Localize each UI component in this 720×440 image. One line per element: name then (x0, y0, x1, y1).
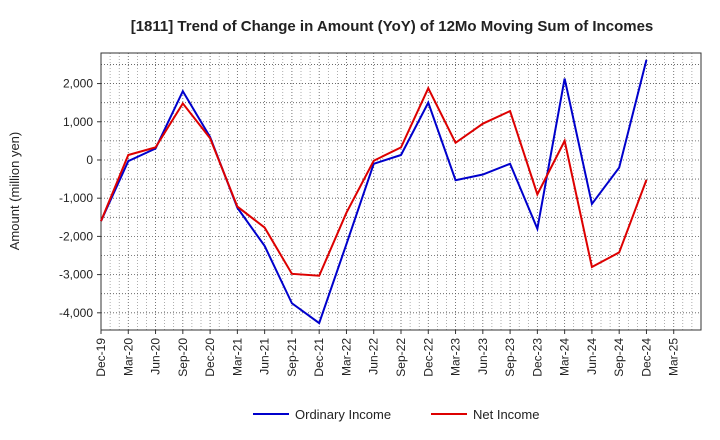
x-tick-label: Dec-21 (312, 338, 326, 377)
x-tick-label: Mar-24 (558, 338, 572, 376)
grid (101, 53, 701, 330)
x-tick-label: Dec-24 (639, 338, 653, 377)
x-tick-label: Mar-20 (121, 338, 135, 376)
x-tick-label: Jun-23 (476, 338, 490, 375)
series-line-net-income (100, 85, 648, 277)
y-tick-label: -2,000 (59, 229, 93, 243)
x-tick-label: Dec-19 (94, 338, 108, 377)
x-tick-label: Dec-22 (421, 338, 435, 377)
x-tick-label: Jun-24 (585, 338, 599, 375)
y-tick-label: -3,000 (59, 268, 93, 282)
x-tick-label: Mar-21 (230, 338, 244, 376)
y-tick-label: -4,000 (59, 306, 93, 320)
x-tick-label: Sep-22 (394, 338, 408, 377)
y-tick-label: 2,000 (63, 77, 93, 91)
x-tick-label: Mar-25 (667, 338, 681, 376)
x-tick-label: Jun-21 (258, 338, 272, 375)
y-axis-label: Amount (million yen) (7, 132, 22, 251)
x-tick-label: Dec-20 (203, 338, 217, 377)
x-tick-label: Jun-20 (149, 338, 163, 375)
legend-label: Ordinary Income (295, 407, 391, 422)
x-axis-ticks: Dec-19 Mar-20 Jun-20 Sep-20 Dec-20 Mar-21 Jun-… (94, 330, 681, 377)
x-tick-label: Mar-22 (339, 338, 353, 376)
x-tick-label: Mar-23 (449, 338, 463, 376)
x-tick-label: Sep-23 (503, 338, 517, 377)
legend-label: Net Income (473, 407, 539, 422)
x-tick-label: Sep-24 (612, 338, 626, 377)
legend: Ordinary Income Net Income (253, 407, 539, 422)
x-tick-label: Jun-22 (367, 338, 381, 375)
y-axis-ticks: 2,000 1,000 0 -1,000 -2,000 -3,000 -4,000 (59, 77, 101, 320)
y-tick-label: 0 (86, 153, 93, 167)
series-group (100, 59, 648, 325)
x-tick-label: Dec-23 (530, 338, 544, 377)
y-tick-label: -1,000 (59, 191, 93, 205)
x-tick-label: Sep-21 (285, 338, 299, 377)
x-tick-label: Sep-20 (176, 338, 190, 377)
series-line-ordinary-income (100, 59, 648, 325)
chart-title: [1811] Trend of Change in Amount (YoY) o… (131, 18, 654, 35)
y-tick-label: 1,000 (63, 115, 93, 129)
